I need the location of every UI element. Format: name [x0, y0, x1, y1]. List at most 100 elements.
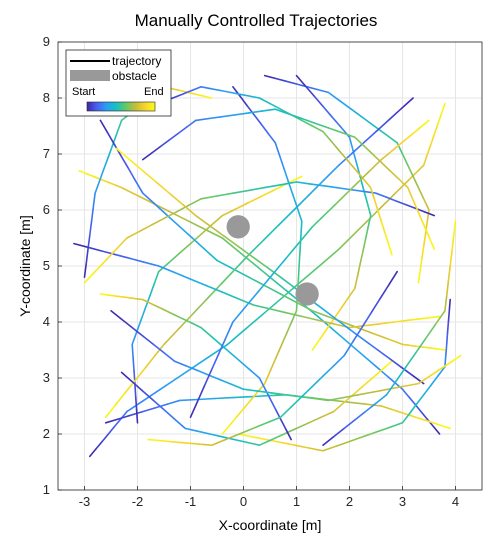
trajectory-segment — [298, 250, 301, 267]
trajectory-segment — [279, 181, 298, 186]
trajectory-segment — [196, 397, 216, 401]
trajectory-segment — [168, 132, 179, 141]
trajectory-segment — [99, 119, 109, 134]
trajectory-segment — [332, 402, 345, 413]
trajectory-segment — [419, 257, 423, 272]
trajectory-segment — [412, 126, 422, 135]
trajectory-segment — [228, 416, 238, 427]
trajectory-segment — [168, 252, 181, 264]
trajectory-segment — [316, 304, 331, 316]
trajectory-segment — [338, 100, 353, 110]
trajectory-segment — [426, 418, 435, 428]
trajectory-segment — [431, 368, 441, 376]
trajectory-segment — [346, 287, 356, 300]
trajectory-segment — [329, 313, 344, 325]
trajectory-segment — [364, 226, 369, 241]
trajectory-segment — [412, 175, 420, 189]
trajectory-segment — [417, 269, 422, 284]
y-tick-label: 6 — [43, 202, 50, 217]
trajectory-segment — [190, 322, 202, 329]
trajectory-segment — [131, 343, 134, 359]
trajectory-segment — [279, 293, 298, 304]
trajectory-segment — [142, 407, 156, 413]
trajectory-segment — [388, 357, 402, 368]
trajectory-segment — [120, 186, 140, 197]
trajectory-segment — [384, 133, 399, 144]
trajectory-segment — [287, 113, 303, 120]
trajectory-segment — [285, 80, 298, 85]
trajectory-segment — [300, 385, 314, 398]
trajectory-segment — [306, 86, 319, 91]
trajectory-segment — [388, 421, 404, 429]
trajectory-segment — [268, 416, 282, 423]
trajectory-segment — [445, 359, 455, 366]
trajectory-segment — [451, 235, 455, 252]
trajectory-segment — [234, 201, 250, 210]
trajectory-segment — [218, 337, 227, 355]
trajectory-segment — [421, 245, 425, 260]
trajectory-segment — [135, 319, 142, 334]
trajectory-segment — [274, 77, 287, 82]
trajectory-segment — [393, 319, 411, 323]
trajectory-segment — [352, 326, 363, 343]
trajectory-segment — [142, 388, 162, 402]
colorbar-end-label: End — [144, 86, 164, 98]
trajectory-segment — [208, 115, 224, 120]
trajectory-segment — [371, 332, 389, 340]
trajectory-segment — [296, 207, 303, 222]
trajectory-segment — [415, 393, 425, 405]
trajectory-segment — [375, 426, 391, 433]
trajectory-segment — [274, 108, 290, 115]
trajectory-segment — [154, 203, 173, 214]
trajectory-segment — [185, 365, 199, 372]
trajectory-segment — [186, 88, 195, 94]
trajectory-segment — [205, 284, 224, 293]
trajectory-segment — [242, 399, 252, 410]
trajectory-segment — [248, 239, 265, 256]
trajectory-segment — [209, 433, 224, 438]
trajectory-segment — [137, 195, 156, 206]
trajectory-segment — [195, 117, 210, 122]
trajectory-21 — [189, 119, 430, 419]
trajectory-segment — [173, 271, 192, 280]
trajectory-segment — [352, 220, 369, 236]
trajectory-segment — [155, 181, 171, 194]
trajectory-segment — [134, 395, 138, 411]
trajectory-segment — [364, 402, 377, 413]
trajectory-segment — [308, 416, 323, 424]
trajectory-segment — [436, 365, 446, 377]
trajectory-segment — [378, 284, 390, 301]
trajectory-22 — [147, 270, 399, 447]
trajectory-segment — [372, 388, 390, 393]
trajectory-5 — [263, 74, 430, 284]
trajectory-1 — [89, 102, 446, 458]
legend-obstacle-label: obstacle — [112, 69, 157, 83]
trajectory-segment — [159, 377, 179, 391]
trajectory-segment — [248, 195, 263, 204]
trajectory-segment — [401, 412, 411, 424]
trajectory-segment — [327, 127, 343, 134]
trajectory-segment — [200, 195, 218, 200]
trajectory-segment — [438, 364, 448, 371]
x-tick-label: 1 — [293, 494, 300, 509]
trajectory-segment — [171, 212, 190, 222]
trajectory-segment — [380, 220, 386, 234]
trajectory-segment — [89, 220, 93, 236]
trajectory-segment — [440, 102, 446, 115]
trajectory-segment — [367, 214, 372, 229]
trajectory-segment — [163, 408, 176, 420]
trajectory-segment — [381, 360, 393, 371]
trajectory-segment — [343, 340, 354, 357]
trajectory-segment — [223, 235, 239, 248]
trajectory-segment — [437, 423, 452, 430]
trajectory-segment — [196, 384, 206, 403]
trajectory-segment — [135, 408, 139, 424]
trajectory-segment — [83, 262, 88, 279]
trajectory-segment — [285, 428, 293, 441]
trajectory-segment — [316, 88, 330, 94]
x-tick-labels: -3 -2 -1 0 1 2 3 4 — [79, 494, 459, 509]
trajectory-segment — [322, 105, 333, 118]
trajectory-segment — [107, 425, 116, 435]
trajectory-segment — [335, 440, 351, 447]
trajectory-segment — [357, 170, 371, 183]
